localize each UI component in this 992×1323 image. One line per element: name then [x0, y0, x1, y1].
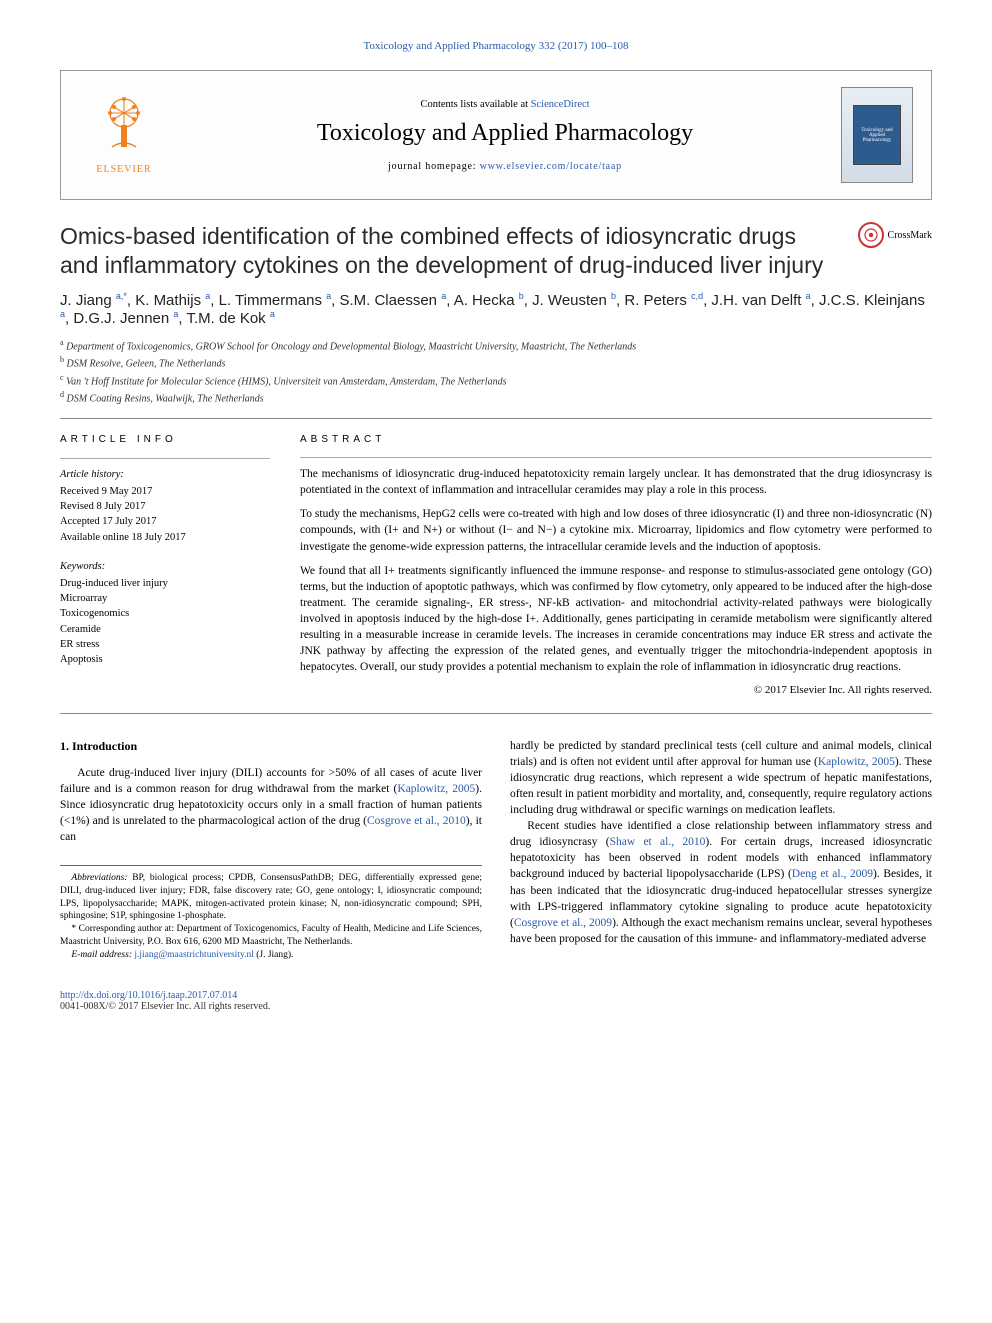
- history-line: Received 9 May 2017: [60, 484, 270, 499]
- intro-para-2: Recent studies have identified a close r…: [510, 818, 932, 947]
- header-center: Contents lists available at ScienceDirec…: [193, 99, 817, 172]
- history-line: Available online 18 July 2017: [60, 530, 270, 545]
- keyword-line: Drug-induced liver injury: [60, 576, 270, 591]
- intro-para-1-cont: hardly be predicted by standard preclini…: [510, 738, 932, 818]
- keyword-line: Ceramide: [60, 622, 270, 637]
- affiliations: a Department of Toxicogenomics, GROW Sch…: [60, 337, 932, 406]
- history-line: Accepted 17 July 2017: [60, 514, 270, 529]
- keyword-line: Toxicogenomics: [60, 606, 270, 621]
- ai-rule: [60, 458, 270, 459]
- elsevier-label: ELSEVIER: [96, 164, 151, 175]
- ref-cosgrove-2009[interactable]: Cosgrove et al., 2009: [514, 917, 612, 929]
- journal-cover-thumbnail: Toxicology and Applied Pharmacology: [841, 87, 913, 183]
- ref-shaw-2010[interactable]: Shaw et al., 2010: [610, 836, 706, 848]
- elsevier-logo: ELSEVIER: [79, 85, 169, 185]
- journal-header: ELSEVIER Contents lists available at Sci…: [60, 70, 932, 200]
- corresponding-author-footnote: * Corresponding author at: Department of…: [60, 923, 482, 949]
- info-abstract-row: ARTICLE INFO Article history: Received 9…: [60, 433, 932, 699]
- keyword-line: Apoptosis: [60, 652, 270, 667]
- ref-kaplowitz-2005-b[interactable]: Kaplowitz, 2005: [818, 756, 895, 768]
- journal-homepage-link[interactable]: www.elsevier.com/locate/taap: [480, 161, 622, 172]
- rule-bottom: [60, 713, 932, 714]
- article-info-heading: ARTICLE INFO: [60, 433, 270, 448]
- journal-reference: Toxicology and Applied Pharmacology 332 …: [60, 40, 932, 52]
- corr-text: Corresponding author at: Department of T…: [60, 924, 482, 947]
- affiliation-line: b DSM Resolve, Geleen, The Netherlands: [60, 354, 932, 371]
- abstract: ABSTRACT The mechanisms of idiosyncratic…: [300, 433, 932, 699]
- ref-cosgrove-2010[interactable]: Cosgrove et al., 2010: [367, 815, 466, 827]
- article-info: ARTICLE INFO Article history: Received 9…: [60, 433, 270, 699]
- email-label: E-mail address:: [71, 950, 134, 960]
- abstract-paragraph: The mechanisms of idiosyncratic drug-ind…: [300, 466, 932, 498]
- crossmark-icon: [858, 222, 884, 248]
- article-history: Article history: Received 9 May 2017Revi…: [60, 467, 270, 545]
- column-right: hardly be predicted by standard preclini…: [510, 738, 932, 962]
- abbreviations-footnote: Abbreviations: BP, biological process; C…: [60, 872, 482, 923]
- email-author: (J. Jiang).: [254, 950, 294, 960]
- keywords-block: Keywords: Drug-induced liver injuryMicro…: [60, 559, 270, 668]
- affiliation-line: d DSM Coating Resins, Waalwijk, The Neth…: [60, 389, 932, 406]
- keyword-line: Microarray: [60, 591, 270, 606]
- email-footnote: E-mail address: j.jiang@maastrichtuniver…: [60, 949, 482, 962]
- article-title: Omics-based identification of the combin…: [60, 222, 840, 281]
- keyword-line: ER stress: [60, 637, 270, 652]
- footnote-box: Abbreviations: BP, biological process; C…: [60, 865, 482, 962]
- abstract-copyright: © 2017 Elsevier Inc. All rights reserved…: [300, 683, 932, 698]
- abstract-heading: ABSTRACT: [300, 433, 932, 447]
- keywords-label: Keywords:: [60, 559, 270, 574]
- affiliation-line: a Department of Toxicogenomics, GROW Sch…: [60, 337, 932, 354]
- section-heading-intro: 1. Introduction: [60, 738, 482, 755]
- crossmark-label: CrossMark: [888, 230, 932, 241]
- abstract-paragraph: We found that all I+ treatments signific…: [300, 563, 932, 676]
- history-line: Revised 8 July 2017: [60, 499, 270, 514]
- abbrev-label: Abbreviations:: [71, 873, 127, 883]
- crossmark-badge[interactable]: CrossMark: [858, 222, 932, 248]
- author-email-link[interactable]: j.jiang@maastrichtuniversity.nl: [134, 950, 253, 960]
- sciencedirect-link[interactable]: ScienceDirect: [531, 99, 590, 110]
- journal-homepage-line: journal homepage: www.elsevier.com/locat…: [193, 161, 817, 172]
- issn-copyright: 0041-008X/© 2017 Elsevier Inc. All right…: [60, 1001, 270, 1012]
- contents-text: Contents lists available at: [420, 99, 530, 110]
- journal-title: Toxicology and Applied Pharmacology: [193, 120, 817, 147]
- doi-link[interactable]: http://dx.doi.org/10.1016/j.taap.2017.07…: [60, 990, 237, 1001]
- ref-kaplowitz-2005[interactable]: Kaplowitz, 2005: [397, 783, 475, 795]
- page-footer: http://dx.doi.org/10.1016/j.taap.2017.07…: [60, 990, 932, 1012]
- history-label: Article history:: [60, 467, 270, 482]
- authors-list: J. Jiang a,*, K. Mathijs a, L. Timmerman…: [60, 291, 932, 327]
- ab-rule: [300, 457, 932, 458]
- ref-deng-2009[interactable]: Deng et al., 2009: [792, 868, 873, 880]
- title-row: Omics-based identification of the combin…: [60, 222, 932, 281]
- elsevier-tree-icon: [96, 95, 152, 160]
- column-left: 1. Introduction Acute drug-induced liver…: [60, 738, 482, 962]
- homepage-label: journal homepage:: [388, 161, 480, 172]
- intro-para-1: Acute drug-induced liver injury (DILI) a…: [60, 765, 482, 845]
- affiliation-line: c Van 't Hoff Institute for Molecular Sc…: [60, 372, 932, 389]
- rule-top: [60, 418, 932, 419]
- journal-cover-inner: Toxicology and Applied Pharmacology: [853, 105, 901, 165]
- contents-lists-line: Contents lists available at ScienceDirec…: [193, 99, 817, 110]
- body-columns: 1. Introduction Acute drug-induced liver…: [60, 738, 932, 962]
- abstract-paragraph: To study the mechanisms, HepG2 cells wer…: [300, 506, 932, 554]
